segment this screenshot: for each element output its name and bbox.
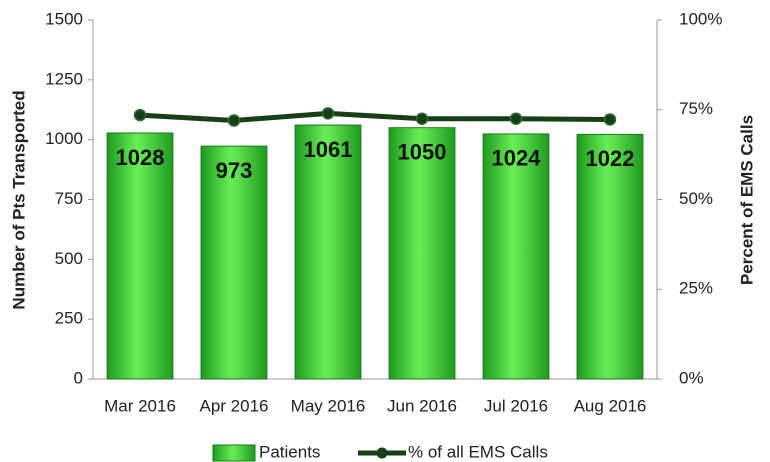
line-marker (227, 114, 241, 127)
line (139, 110, 611, 124)
data-label: 1050 (398, 140, 447, 165)
data-label: 1024 (492, 146, 542, 171)
data-label: 1028 (116, 145, 165, 170)
line-marker (603, 113, 617, 126)
legend-swatch (376, 447, 388, 459)
y-tick-label: 1000 (45, 129, 83, 148)
x-tick-label: Aug 2016 (574, 396, 647, 415)
bar (294, 124, 362, 380)
y-tick-label: 750 (55, 189, 83, 208)
legend-label: Patients (259, 442, 320, 461)
y-tick-label: 1250 (45, 69, 83, 88)
x-tick-label: Jun 2016 (387, 396, 457, 415)
y2-axis-label: Percent of EMS Calls (737, 115, 756, 285)
line-marker (321, 107, 335, 120)
legend-swatch (212, 444, 256, 462)
bar (576, 133, 644, 380)
y-tick-label: 1500 (45, 9, 83, 28)
y2-tick-label: 100% (679, 9, 722, 28)
x-tick-label: Mar 2016 (104, 396, 176, 415)
line-marker (415, 112, 429, 125)
y2-tick-label: 50% (679, 189, 713, 208)
y-tick-label: 500 (55, 249, 83, 268)
y-tick-label: 250 (55, 309, 83, 328)
data-label: 1061 (304, 137, 353, 162)
x-tick-label: Jul 2016 (484, 396, 548, 415)
y-axis-label: Number of Pts Transported (9, 90, 28, 309)
bar (106, 132, 174, 380)
bar (482, 133, 550, 380)
x-tick-label: Apr 2016 (200, 396, 269, 415)
data-label: 1022 (586, 146, 635, 171)
y-tick-label: 0 (74, 368, 83, 387)
data-label: 973 (216, 158, 253, 183)
y2-tick-label: 25% (679, 279, 713, 298)
x-tick-label: May 2016 (291, 396, 366, 415)
bar (388, 127, 456, 380)
bar (200, 145, 268, 380)
line-marker (133, 108, 147, 122)
y2-tick-label: 0% (679, 368, 704, 387)
legend-label: % of all EMS Calls (408, 442, 548, 461)
line-marker (509, 112, 523, 125)
y2-tick-label: 75% (679, 99, 713, 118)
